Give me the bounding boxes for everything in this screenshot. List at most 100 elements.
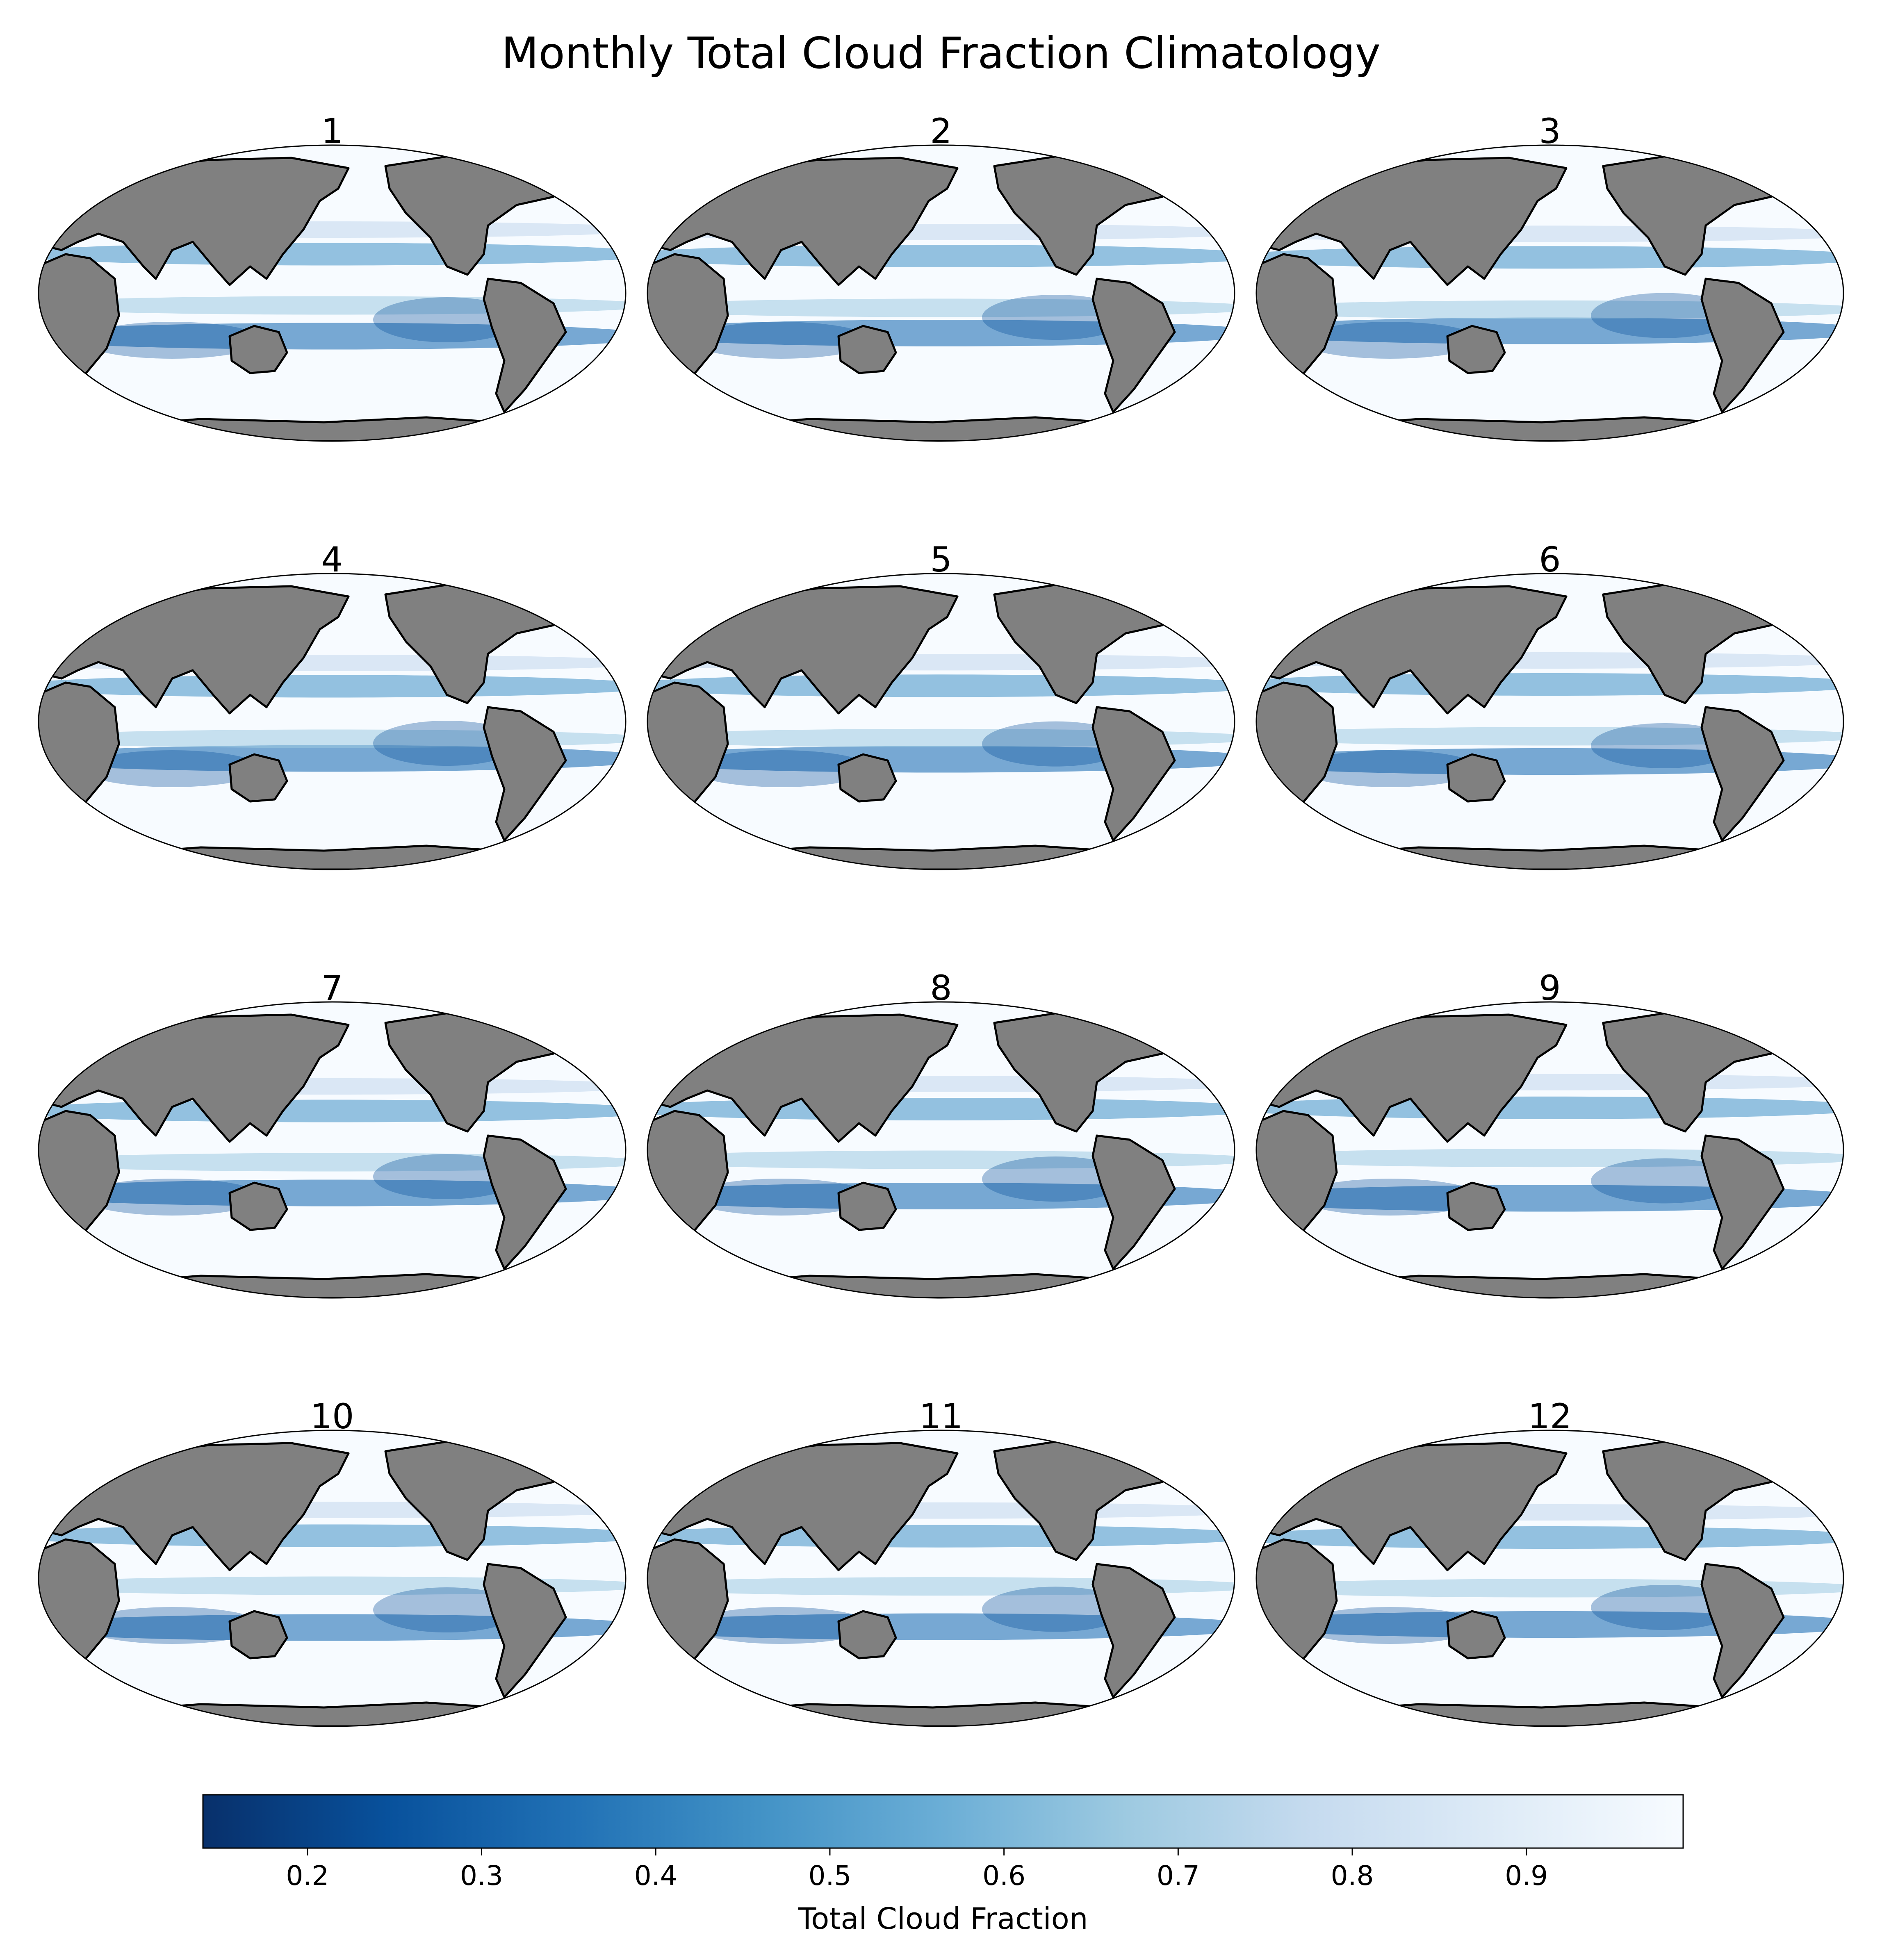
- subtropical-low-cloud-region: [1300, 1607, 1480, 1644]
- subtropical-low-cloud-region: [982, 1156, 1130, 1202]
- colorbar-tick-label: 0.4: [634, 1860, 677, 1892]
- landmass: [837, 325, 897, 374]
- landmass: [565, 155, 604, 184]
- landmass: [1091, 278, 1176, 413]
- landmass: [837, 1181, 897, 1231]
- colorbar-gradient: [202, 1794, 1684, 1849]
- world-map: [647, 573, 1235, 870]
- landmass: [1782, 583, 1822, 612]
- landmass: [1700, 706, 1785, 842]
- colorbar-tick-label: 0.3: [460, 1860, 503, 1892]
- landmass: [228, 325, 288, 374]
- map-panel-month-1: 1: [37, 111, 627, 443]
- world-map: [1255, 1430, 1844, 1727]
- subtropical-low-cloud-region: [691, 1179, 871, 1216]
- map-boundary: [1255, 1001, 1844, 1299]
- map-boundary: [38, 144, 627, 442]
- world-map: [38, 1430, 627, 1727]
- low-cloud-band: [647, 674, 1235, 697]
- map-panel-month-11: 11: [646, 1396, 1236, 1728]
- landmass: [1446, 753, 1506, 803]
- map-panel-month-10: 10: [37, 1396, 627, 1728]
- map-boundary: [38, 1001, 627, 1299]
- map-boundary: [1255, 144, 1844, 442]
- map-boundary: [647, 144, 1235, 442]
- map-panel-month-2: 2: [646, 111, 1236, 443]
- map-panel-month-12: 12: [1255, 1396, 1845, 1728]
- landmass: [837, 1610, 897, 1660]
- colorbar-tick-label: 0.7: [1157, 1860, 1200, 1892]
- colorbar: 0.2 0.3 0.4 0.5 0.6 0.7 0.8 0.9 Total Cloud Fra…: [202, 1794, 1684, 1951]
- landmass: [1700, 1563, 1785, 1698]
- subtropical-low-cloud-region: [1591, 1158, 1738, 1204]
- subtropical-low-cloud-region: [1591, 1585, 1738, 1630]
- landmass: [565, 1440, 604, 1469]
- world-map: [647, 1001, 1235, 1299]
- subtropical-low-cloud-region: [1591, 723, 1738, 768]
- world-map: [38, 144, 627, 442]
- landmass: [1700, 278, 1785, 413]
- colorbar-tick-label: 0.8: [1331, 1860, 1374, 1892]
- landmass: [1782, 1440, 1822, 1469]
- subtropical-low-cloud-region: [373, 721, 521, 766]
- world-map: [1255, 573, 1844, 870]
- map-boundary: [647, 1001, 1235, 1299]
- landmass: [706, 416, 1180, 441]
- landmass: [706, 1701, 1180, 1726]
- map-boundary: [38, 1430, 627, 1727]
- colorbar-tick-label: 0.2: [286, 1860, 329, 1892]
- landmass: [1091, 706, 1176, 842]
- landmass: [1173, 155, 1213, 184]
- landmass: [1446, 1610, 1506, 1660]
- landmass: [837, 753, 897, 803]
- low-cloud-band: [647, 245, 1235, 267]
- low-cloud-band: [1256, 673, 1843, 696]
- landmass: [1091, 1563, 1176, 1698]
- landmass: [228, 1610, 288, 1660]
- subtropical-low-cloud-region: [1300, 1179, 1480, 1216]
- subtropical-low-cloud-region: [1300, 322, 1480, 359]
- world-map: [1255, 144, 1844, 442]
- map-panel-month-5: 5: [646, 539, 1236, 871]
- subtropical-low-cloud-region: [691, 322, 871, 359]
- world-map: [38, 573, 627, 870]
- landmass: [483, 706, 567, 842]
- subtropical-low-cloud-region: [373, 1154, 521, 1199]
- map-boundary: [647, 573, 1235, 870]
- map-boundary: [647, 1430, 1235, 1727]
- colorbar-tick-label: 0.9: [1505, 1860, 1548, 1892]
- map-panel-month-6: 6: [1255, 539, 1845, 871]
- subtropical-low-cloud-region: [982, 1587, 1130, 1632]
- landmass: [706, 1273, 1180, 1298]
- subtropical-low-cloud-region: [691, 750, 871, 787]
- map-panel-month-4: 4: [37, 539, 627, 871]
- colorbar-tick-label: 0.6: [982, 1860, 1025, 1892]
- colorbar-label: Total Cloud Fraction: [798, 1901, 1088, 1936]
- low-cloud-band: [1256, 246, 1843, 269]
- landmass: [1091, 1134, 1176, 1270]
- subtropical-low-cloud-region: [691, 1607, 871, 1644]
- subtropical-low-cloud-region: [1591, 293, 1738, 338]
- world-map: [647, 144, 1235, 442]
- map-boundary: [38, 573, 627, 870]
- subtropical-low-cloud-region: [373, 297, 521, 342]
- landmass: [97, 416, 571, 441]
- map-panel-month-7: 7: [37, 967, 627, 1300]
- landmass: [1700, 1134, 1785, 1270]
- landmass: [228, 753, 288, 803]
- world-map: [647, 1430, 1235, 1727]
- landmass: [1315, 1273, 1789, 1298]
- landmass: [565, 583, 604, 612]
- landmass: [97, 845, 571, 870]
- map-panel-month-3: 3: [1255, 111, 1845, 443]
- landmass: [1173, 1011, 1213, 1040]
- landmass: [1782, 155, 1822, 184]
- landmass: [97, 1701, 571, 1726]
- colorbar-tick-label: 0.5: [808, 1860, 851, 1892]
- subtropical-low-cloud-region: [1300, 750, 1480, 787]
- map-panel-month-9: 9: [1255, 967, 1845, 1300]
- subtropical-low-cloud-region: [82, 322, 262, 359]
- low-cloud-band: [39, 675, 626, 698]
- landmass: [1315, 1701, 1789, 1726]
- landmass: [228, 1181, 288, 1231]
